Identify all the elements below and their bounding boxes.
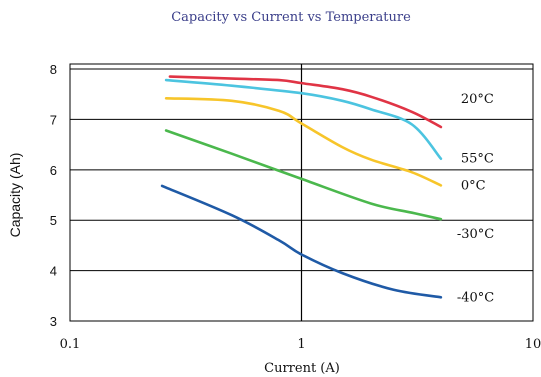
y-tick-label: 7 [50,112,57,127]
y-tick-label: 4 [50,264,57,279]
series-label-5: -40°C [457,290,494,305]
series-line-4 [164,129,443,221]
series-line-3 [164,97,443,187]
x-axis-label: Current (A) [264,361,340,376]
x-tick-label: 10 [525,337,541,352]
plot-frame [69,63,534,322]
y-tick-label: 5 [50,213,57,228]
y-tick-label: 6 [50,163,57,178]
plot-border [69,63,534,322]
series-line-1 [168,75,443,129]
y-axis-label: Capacity (Ah) [7,153,23,238]
series-line-5 [160,184,443,299]
series-lines [160,75,443,299]
x-tick-label: 0.1 [60,337,81,352]
series-label-2: 55°C [461,152,494,167]
chart-title: Capacity vs Current vs Temperature [171,10,411,25]
tick-labels: 3 4 5 6 7 8 0.1 1 10 [50,62,541,352]
grid-lines [70,64,533,321]
y-tick-label: 8 [50,62,57,77]
series-label-1: 20°C [461,92,494,107]
x-tick-label: 1 [297,337,305,352]
series-label-4: -30°C [457,227,494,242]
y-tick-label: 3 [50,314,57,329]
series-labels: 20°C 55°C 0°C -30°C -40°C [457,92,494,305]
series-label-3: 0°C [461,178,486,193]
series-line-2 [164,78,443,160]
